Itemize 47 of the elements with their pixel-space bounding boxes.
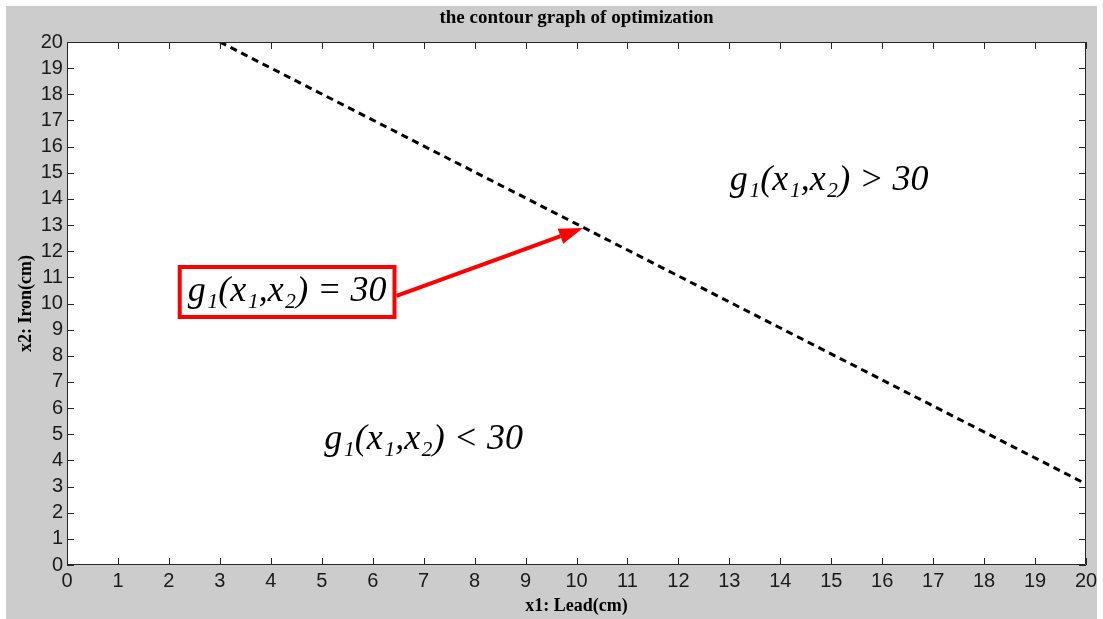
y-tick-label: 11 — [42, 264, 63, 287]
y-tick-label: 6 — [51, 395, 63, 418]
y-tick-label: 5 — [51, 421, 63, 444]
x-tick-label: 4 — [265, 568, 277, 591]
y-tick-label: 10 — [40, 291, 63, 314]
x-tick-label: 12 — [667, 568, 690, 591]
y-tick-label: 16 — [40, 134, 63, 157]
x-tick-label: 6 — [367, 568, 379, 591]
y-axis-title: x2: Iron(cm) — [15, 254, 37, 353]
x-axis-title: x1: Lead(cm) — [525, 594, 628, 616]
x-tick-label: 20 — [1074, 568, 1098, 591]
y-tick-label: 15 — [40, 160, 63, 183]
x-tick-label: 19 — [1023, 568, 1047, 591]
x-tick-label: 16 — [871, 568, 894, 591]
y-tick-label: 18 — [40, 81, 63, 104]
chart-title: the contour graph of optimization — [439, 5, 714, 27]
y-tick-label: 20 — [40, 29, 63, 52]
x-tick-label: 11 — [617, 568, 638, 591]
y-tick-label: 7 — [51, 369, 63, 392]
y-tick-label: 14 — [40, 186, 63, 209]
x-tick-label: 3 — [214, 568, 226, 591]
y-tick-label: 2 — [51, 500, 63, 523]
y-tick-label: 3 — [51, 474, 63, 497]
annotation: g₁(x₁,x₂) = 30 — [187, 269, 387, 310]
y-tick-label: 19 — [40, 55, 63, 78]
y-tick-label: 8 — [51, 343, 63, 366]
x-tick-label: 13 — [718, 568, 741, 591]
x-tick-label: 10 — [565, 568, 588, 591]
x-tick-label: 5 — [316, 568, 328, 591]
x-tick-label: 14 — [769, 568, 792, 591]
y-tick-label: 17 — [40, 107, 63, 130]
x-tick-label: 9 — [519, 568, 532, 591]
x-tick-label: 1 — [112, 568, 124, 591]
x-tick-label: 18 — [972, 568, 996, 591]
annotation: g₁(x₁,x₂) < 30 — [324, 417, 524, 458]
x-tick-label: 8 — [469, 568, 481, 591]
x-tick-label: 17 — [922, 568, 945, 591]
x-tick-label: 2 — [163, 568, 175, 591]
y-tick-label: 12 — [40, 238, 63, 261]
x-tick-label: 15 — [820, 568, 843, 591]
y-tick-label: 1 — [51, 526, 63, 549]
y-tick-label: 13 — [40, 212, 63, 235]
y-tick-label: 4 — [51, 447, 63, 470]
annotation: g₁(x₁,x₂) > 30 — [729, 157, 929, 198]
y-tick-label: 9 — [51, 317, 63, 340]
y-tick-label: 0 — [51, 552, 63, 575]
x-tick-label: 7 — [418, 568, 430, 591]
